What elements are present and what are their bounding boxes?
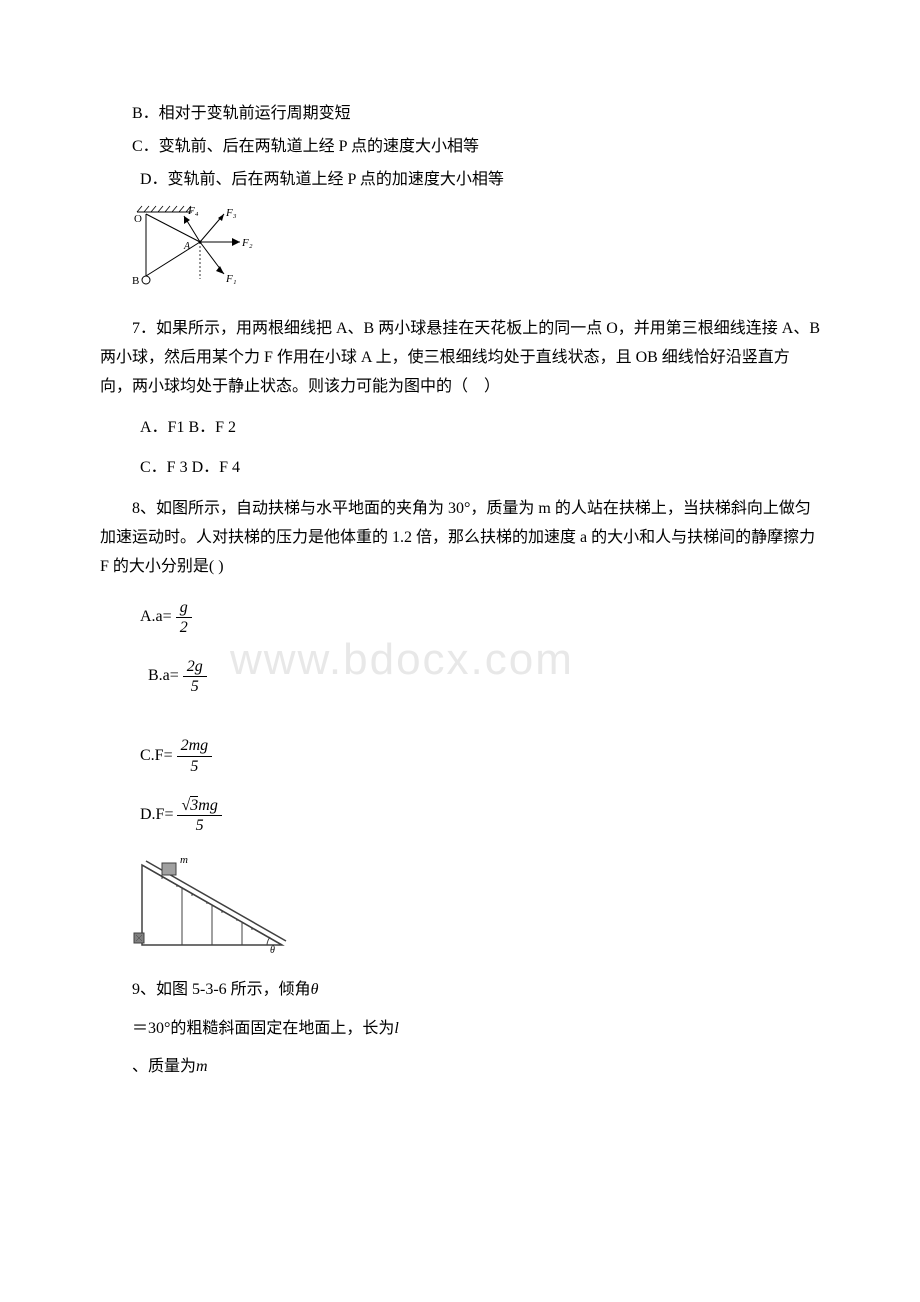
label-theta: θ xyxy=(270,945,275,955)
escalator-diagram: m θ xyxy=(132,855,820,966)
q8-option-a: A.a= g 2 xyxy=(140,598,820,637)
q6-option-d: D．变轨前、后在两轨道上经 P 点的加速度大小相等 xyxy=(100,166,820,195)
q8-option-d: D.F= √3mg 5 xyxy=(140,796,820,835)
label-b: B xyxy=(132,275,139,287)
label-f4: F₄ xyxy=(187,205,199,217)
opt-c-prefix: C.F= xyxy=(140,742,173,771)
force-diagram: O B A F₃ F₄ F₂ xyxy=(132,204,820,305)
opt-c-fraction: 2mg 5 xyxy=(177,736,213,775)
page-content: B．相对于变轨前运行周期变短 C．变轨前、后在两轨道上经 P 点的速度大小相等 … xyxy=(100,100,820,1082)
q8-option-c: C.F= 2mg 5 xyxy=(140,736,820,775)
opt-d-prefix: D.F= xyxy=(140,801,173,830)
opt-a-fraction: g 2 xyxy=(176,598,192,637)
q6-option-b: B．相对于变轨前运行周期变短 xyxy=(100,100,820,129)
opt-b-prefix: B.a= xyxy=(148,662,179,691)
q7-stem: 7．如果所示，用两根细线把 A、B 两小球悬挂在天花板上的同一点 O，并用第三根… xyxy=(100,315,820,401)
label-m: m xyxy=(180,855,188,866)
q9-line-3: 、质量为m xyxy=(100,1053,820,1082)
label-f3: F₃ xyxy=(225,207,237,219)
q7-option-cd: C．F 3 D．F 4 xyxy=(100,454,820,483)
q7-option-ab: A．F1 B．F 2 xyxy=(100,414,820,443)
label-o: O xyxy=(134,213,142,225)
q9-line-1: 9、如图 5-3-6 所示，倾角θ xyxy=(100,976,820,1005)
q9-line-2: ＝30°的粗糙斜面固定在地面上，长为l xyxy=(100,1015,820,1044)
label-f2: F₂ xyxy=(241,237,253,249)
q6-option-c: C．变轨前、后在两轨道上经 P 点的速度大小相等 xyxy=(100,133,820,162)
opt-d-fraction: √3mg 5 xyxy=(177,796,221,835)
q8-stem: 8、如图所示，自动扶梯与水平地面的夹角为 30°，质量为 m 的人站在扶梯上，当… xyxy=(100,495,820,581)
opt-b-fraction: 2g 5 xyxy=(183,657,207,696)
q8-option-b: B.a= 2g 5 xyxy=(148,657,820,696)
label-f1: F₁ xyxy=(225,273,237,285)
svg-text:A: A xyxy=(183,241,191,252)
opt-a-prefix: A.a= xyxy=(140,603,172,632)
